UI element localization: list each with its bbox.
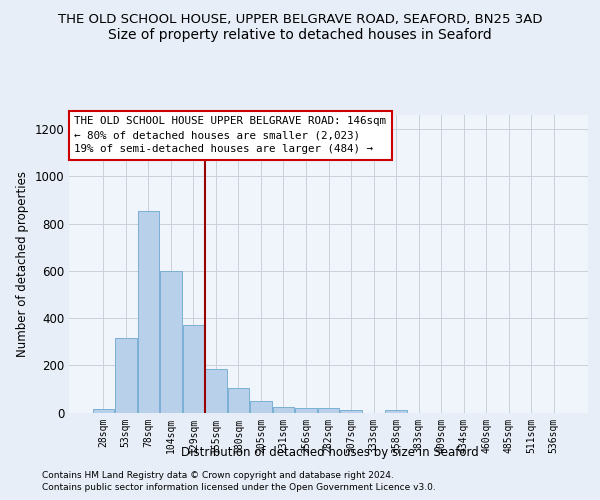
Y-axis label: Number of detached properties: Number of detached properties [16,171,29,357]
Text: Contains HM Land Registry data © Crown copyright and database right 2024.: Contains HM Land Registry data © Crown c… [42,472,394,480]
Bar [137,210,159,412]
Text: Contains public sector information licensed under the Open Government Licence v3: Contains public sector information licen… [42,483,436,492]
Bar [273,408,294,412]
Bar [250,402,272,412]
Text: Size of property relative to detached houses in Seaford: Size of property relative to detached ho… [108,28,492,42]
Text: THE OLD SCHOOL HOUSE, UPPER BELGRAVE ROAD, SEAFORD, BN25 3AD: THE OLD SCHOOL HOUSE, UPPER BELGRAVE ROA… [58,12,542,26]
Bar [205,369,227,412]
Bar [340,410,362,412]
Text: Distribution of detached houses by size in Seaford: Distribution of detached houses by size … [181,446,479,459]
Bar [318,408,339,412]
Bar [182,325,204,412]
Bar [295,408,317,412]
Text: THE OLD SCHOOL HOUSE UPPER BELGRAVE ROAD: 146sqm
← 80% of detached houses are sm: THE OLD SCHOOL HOUSE UPPER BELGRAVE ROAD… [74,116,386,154]
Bar [385,410,407,412]
Bar [92,409,114,412]
Bar [228,388,249,412]
Bar [160,271,182,412]
Bar [115,338,137,412]
